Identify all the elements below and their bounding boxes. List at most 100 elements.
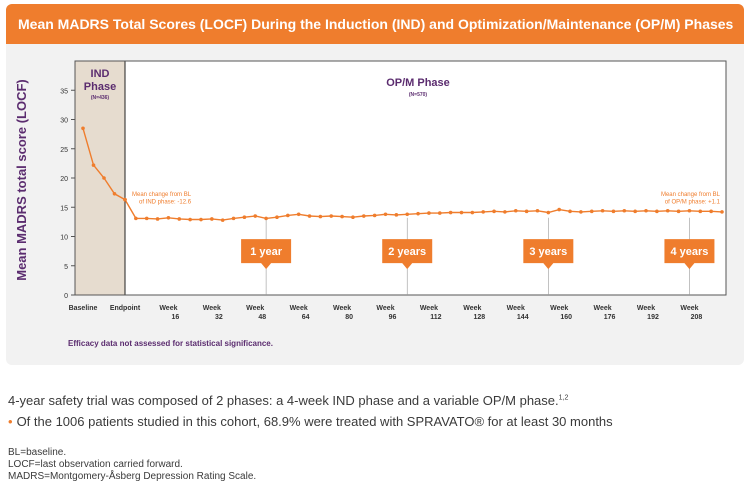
y-tick-label: 30 xyxy=(60,118,68,125)
opm-series-point xyxy=(665,208,670,213)
milestone-label: 1 year xyxy=(250,246,283,258)
opm-series-point xyxy=(372,213,377,218)
opm-series-point xyxy=(600,208,605,213)
milestone-label: 4 years xyxy=(670,246,708,258)
abbrev-madrs: MADRS=Montgomery-Åsberg Depression Ratin… xyxy=(8,471,257,482)
x-tick-label: Week xyxy=(420,305,438,312)
opm-series-point xyxy=(416,211,420,216)
opm-series-point xyxy=(470,210,475,215)
x-tick-week: 32 xyxy=(215,314,223,321)
opm-series-point xyxy=(437,211,442,215)
milestone-badge xyxy=(664,239,715,270)
opm-series-point xyxy=(231,216,236,221)
opm-series-point xyxy=(687,208,692,213)
opm-series-point xyxy=(676,209,681,214)
x-tick-week: 64 xyxy=(302,314,310,321)
opm-series-point xyxy=(709,209,713,214)
y-tick-label: 0 xyxy=(64,293,68,300)
opm-series-point xyxy=(134,216,138,221)
opm-change-annotation: Mean change from BL xyxy=(661,192,721,198)
x-tick-label: Week xyxy=(550,305,568,312)
opm-series-point xyxy=(264,216,268,221)
opm-series-line xyxy=(124,199,723,221)
ind-phase-band xyxy=(75,61,125,295)
opm-series-point xyxy=(329,214,334,218)
x-tick-label: Week xyxy=(680,305,698,312)
x-tick-week: 112 xyxy=(430,314,441,321)
opm-series-point xyxy=(166,215,171,220)
opm-series-point xyxy=(394,213,399,217)
opm-series-point xyxy=(340,214,344,219)
summary-superscript: 1,2 xyxy=(558,394,569,402)
x-tick-label: Week xyxy=(290,305,308,312)
x-tick-week: 48 xyxy=(258,314,266,321)
opm-series-point xyxy=(362,214,366,218)
opm-series-point xyxy=(633,209,637,214)
chart-footnote: Efficacy data not assessed for statistic… xyxy=(68,339,273,348)
y-tick-label: 15 xyxy=(60,205,68,212)
ind-series-point xyxy=(112,191,117,196)
x-tick-week: 208 xyxy=(691,314,703,321)
opm-series-point xyxy=(177,217,182,221)
summary-bullet: • Of the 1006 patients studied in this co… xyxy=(8,414,613,429)
opm-series-point xyxy=(481,210,486,214)
y-tick-label: 35 xyxy=(60,88,68,95)
opm-series-point xyxy=(546,210,551,215)
y-tick-label: 10 xyxy=(60,235,68,242)
opm-series-point xyxy=(448,210,453,215)
opm-series-point xyxy=(253,214,258,218)
opm-series-point xyxy=(459,210,464,215)
abbrev-locf: LOCF=last observation carried forward. xyxy=(8,459,183,470)
opm-series-point xyxy=(503,210,507,214)
opm-series-point xyxy=(524,209,529,214)
x-tick-label: Week xyxy=(333,305,351,312)
opm-series-point xyxy=(123,197,127,202)
opm-series-point xyxy=(513,208,518,213)
x-tick-week: 128 xyxy=(474,314,486,321)
x-tick-week: 80 xyxy=(345,314,353,321)
opm-series-point xyxy=(405,212,410,217)
x-tick-label: Week xyxy=(203,305,221,312)
opm-series-point xyxy=(296,212,301,217)
opm-series-point xyxy=(589,209,594,214)
ind-series-point xyxy=(81,126,85,131)
x-tick-label: Week xyxy=(246,305,264,312)
x-tick-label: Endpoint xyxy=(110,305,141,312)
opm-series-point xyxy=(383,212,388,217)
opm-series-point xyxy=(318,214,323,219)
summary-line: 4-year safety trial was composed of 2 ph… xyxy=(8,393,568,408)
abbrev-bl: BL=baseline. xyxy=(8,447,67,458)
opm-series-point xyxy=(144,216,149,221)
opm-series-point xyxy=(199,217,203,222)
opm-series-point xyxy=(698,209,703,214)
opm-change-annotation: of OP/M phase: +1.1 xyxy=(665,200,721,206)
opm-series-point xyxy=(242,215,247,219)
milestone-badge xyxy=(523,239,574,270)
ind-phase-title: IND xyxy=(91,68,110,80)
opm-series-point xyxy=(351,215,355,219)
opm-series-point xyxy=(535,208,540,213)
opm-series-point xyxy=(155,217,160,221)
opm-series-point xyxy=(210,217,214,221)
summary-text: 4-year safety trial was composed of 2 ph… xyxy=(8,393,559,408)
milestone-label: 2 years xyxy=(388,246,426,258)
x-tick-week: 16 xyxy=(172,314,180,321)
ind-change-annotation: Mean change from BL xyxy=(132,192,192,198)
y-tick-label: 5 xyxy=(64,264,68,271)
x-tick-label: Week xyxy=(507,305,525,312)
x-tick-week: 160 xyxy=(560,314,572,321)
milestone-label: 3 years xyxy=(529,246,567,258)
madrs-line-chart: 0 5 10 15 20 25 30 35 Baseline Endpoint Week 16 Week… xyxy=(60,60,727,321)
x-tick-label: Week xyxy=(637,305,655,312)
milestone-badge xyxy=(382,239,433,270)
opm-phase-n: (N=570) xyxy=(409,92,428,98)
opm-series-point xyxy=(427,211,431,215)
opm-series-point xyxy=(720,210,724,214)
opm-series-point xyxy=(644,208,648,213)
chart-card: Mean MADRS Total Scores (LOCF) During th… xyxy=(6,4,744,365)
x-tick-week: 144 xyxy=(517,314,529,321)
ind-phase-n: (N=436) xyxy=(91,95,110,101)
opm-series-point xyxy=(655,209,659,214)
chart-title: Mean MADRS Total Scores (LOCF) During th… xyxy=(6,4,744,44)
x-tick-label: Week xyxy=(463,305,481,312)
